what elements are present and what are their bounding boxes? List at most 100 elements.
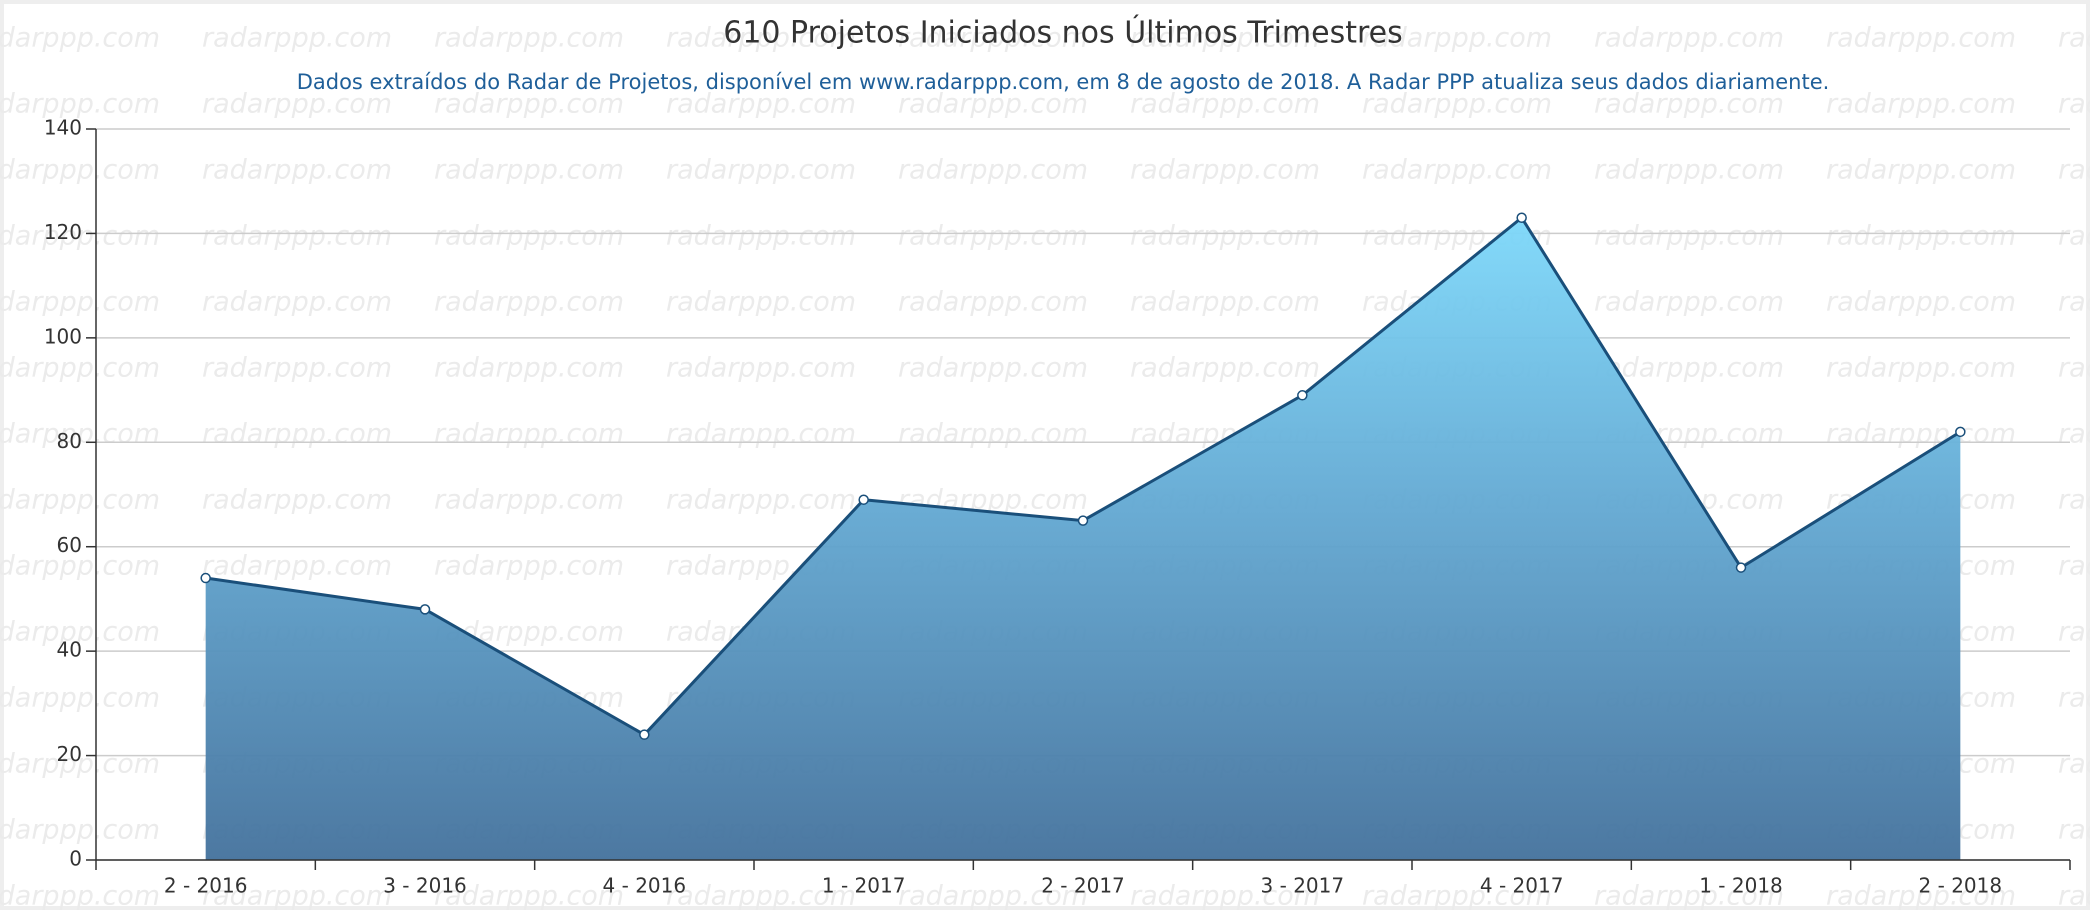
watermark: radarppp.com — [2058, 419, 2090, 450]
watermark: radarppp.com — [0, 617, 160, 648]
watermark: radarppp.com — [2058, 89, 2090, 120]
watermark: radarppp.com — [0, 683, 160, 714]
watermark: radarppp.com — [666, 485, 856, 516]
watermark: radarppp.com — [2058, 881, 2090, 910]
watermark: radarppp.com — [666, 419, 856, 450]
watermark: radarppp.com — [434, 881, 624, 910]
watermark: radarppp.com — [202, 23, 392, 54]
watermark: radarppp.com — [2058, 749, 2090, 780]
x-tick-label: 3 - 2016 — [383, 874, 467, 898]
watermark: radarppp.com — [898, 881, 1088, 910]
watermark: radarppp.com — [1826, 23, 2016, 54]
data-point — [419, 604, 431, 615]
data-point — [858, 494, 869, 505]
watermark: radarppp.com — [0, 353, 160, 384]
x-tick-label: 3 - 2017 — [1261, 874, 1345, 898]
watermark: radarppp.com — [202, 221, 392, 252]
watermark: radarppp.com — [0, 419, 160, 450]
watermark: radarppp.com — [1130, 155, 1320, 186]
watermark: radarppp.com — [666, 287, 856, 318]
watermark: radarppp.com — [1826, 287, 2016, 318]
watermark: radarppp.com — [0, 551, 160, 582]
watermark: radarppp.com — [1826, 419, 2016, 450]
data-point — [1297, 390, 1308, 401]
data-point — [1516, 212, 1527, 224]
chart-subtitle: Dados extraídos do Radar de Projetos, di… — [297, 70, 1830, 94]
watermark: radarppp.com — [1130, 353, 1320, 384]
watermark: radarppp.com — [202, 419, 392, 450]
x-tick-label: 2 - 2018 — [1919, 874, 2003, 898]
watermark: radarppp.com — [666, 89, 856, 120]
watermark: radarppp.com — [434, 155, 624, 186]
watermark: radarppp.com — [1130, 89, 1320, 120]
watermark: radarppp.com — [2058, 23, 2090, 54]
watermark: radarppp.com — [202, 485, 392, 516]
chart-title: 610 Projetos Iniciados nos Últimos Trime… — [723, 14, 1403, 51]
watermark: radarppp.com — [202, 353, 392, 384]
watermark: radarppp.com — [2058, 617, 2090, 648]
watermark: radarppp.com — [2058, 683, 2090, 714]
data-point — [639, 729, 650, 740]
watermark: radarppp.com — [666, 353, 856, 384]
watermark: radarppp.com — [434, 23, 624, 54]
watermark: radarppp.com — [2058, 551, 2090, 582]
watermark: radarppp.com — [434, 419, 624, 450]
y-tick-label: 140 — [44, 116, 82, 140]
y-tick-label: 100 — [44, 324, 82, 348]
watermark: radarppp.com — [0, 155, 160, 186]
watermark: radarppp.com — [2058, 353, 2090, 384]
watermark: radarppp.com — [1362, 155, 1552, 186]
watermark: radarppp.com — [1130, 287, 1320, 318]
watermark: radarppp.com — [666, 221, 856, 252]
watermark: radarppp.com — [1826, 155, 2016, 186]
data-point — [1955, 426, 1966, 438]
watermark: radarppp.com — [202, 287, 392, 318]
watermark: radarppp.com — [202, 551, 392, 582]
plot: 0 20 40 60 80 100 120 140 2 - 2016 3 - 2016 4 - 20… — [44, 116, 2071, 898]
watermark: radarppp.com — [666, 155, 856, 186]
watermark: radarppp.com — [898, 89, 1088, 120]
watermark: radarppp.com — [666, 881, 856, 910]
watermark: radarppp.com — [1362, 89, 1552, 120]
watermark: radarppp.com — [1130, 23, 1320, 54]
watermark: radarppp.com — [898, 23, 1088, 54]
data-point — [1077, 515, 1089, 526]
data-point — [200, 572, 211, 584]
watermark: radarppp.com — [0, 485, 160, 516]
watermark: radarppp.com — [434, 89, 624, 120]
x-tick-label: 4 - 2016 — [603, 874, 687, 898]
watermark: radarppp.com — [434, 353, 624, 384]
x-tick-label: 4 - 2017 — [1480, 874, 1564, 898]
watermark: radarppp.com — [0, 23, 160, 54]
watermark: radarppp.com — [898, 353, 1088, 384]
watermark: radarppp.com — [1594, 353, 1784, 384]
watermark: radarppp.com — [898, 419, 1088, 450]
watermark: radarppp.com — [202, 89, 392, 120]
watermark: radarppp.com — [202, 155, 392, 186]
watermark: radarppp.com — [1362, 23, 1552, 54]
x-tick-label: 2 - 2017 — [1041, 874, 1125, 898]
x-tick-label: 1 - 2017 — [822, 874, 906, 898]
watermark: radarppp.com — [0, 89, 160, 120]
watermark: radarppp.com — [1362, 881, 1552, 910]
watermark: radarppp.com — [0, 287, 160, 318]
watermark: radarppp.com — [898, 221, 1088, 252]
watermark: radarppp.com — [202, 881, 392, 910]
y-tick-label: 20 — [57, 742, 82, 766]
watermark: radarppp.com — [434, 551, 624, 582]
watermark: radarppp.com — [1594, 221, 1784, 252]
watermark: radarppp.com — [434, 221, 624, 252]
watermark: radarppp.com — [0, 749, 160, 780]
watermark: radarppp.com — [898, 287, 1088, 318]
watermark: radarppp.com — [1826, 221, 2016, 252]
watermark: radarppp.com — [666, 23, 856, 54]
watermark: radarppp.com — [1826, 353, 2016, 384]
watermark: radarppp.com — [0, 881, 160, 910]
watermark: radarppp.com — [1594, 89, 1784, 120]
watermark: radarppp.com — [434, 287, 624, 318]
data-point — [1735, 562, 1747, 573]
watermark: radarppp.com — [1594, 155, 1784, 186]
watermark: radarppp.com — [2058, 815, 2090, 846]
watermark: radarppp.com — [1130, 221, 1320, 252]
